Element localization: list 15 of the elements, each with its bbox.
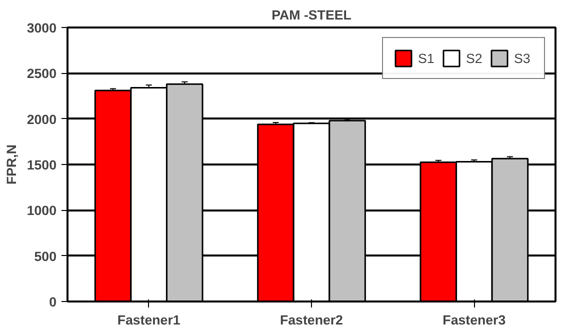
legend-label: S2 [466,50,484,66]
y-tick-label: 1500 [26,158,57,172]
legend-label: S3 [514,50,532,66]
y-tick-label: 2500 [26,66,57,82]
y-tick-label: 1000 [26,203,57,218]
chart-title: PAM -STEEL [272,8,352,22]
legend-label: S1 [418,50,436,66]
y-tick-label: 3000 [26,20,57,36]
x-tick-label: Fastener1 [117,312,181,328]
y-tick-label: 0 [49,294,57,310]
x-tick-label: Fastener2 [280,312,343,328]
y-tick-label: 500 [34,248,57,264]
y-tick-label: 2000 [26,112,57,127]
x-tick-label: Fastener3 [442,312,506,328]
y-axis-title: FPR,N [4,144,19,184]
